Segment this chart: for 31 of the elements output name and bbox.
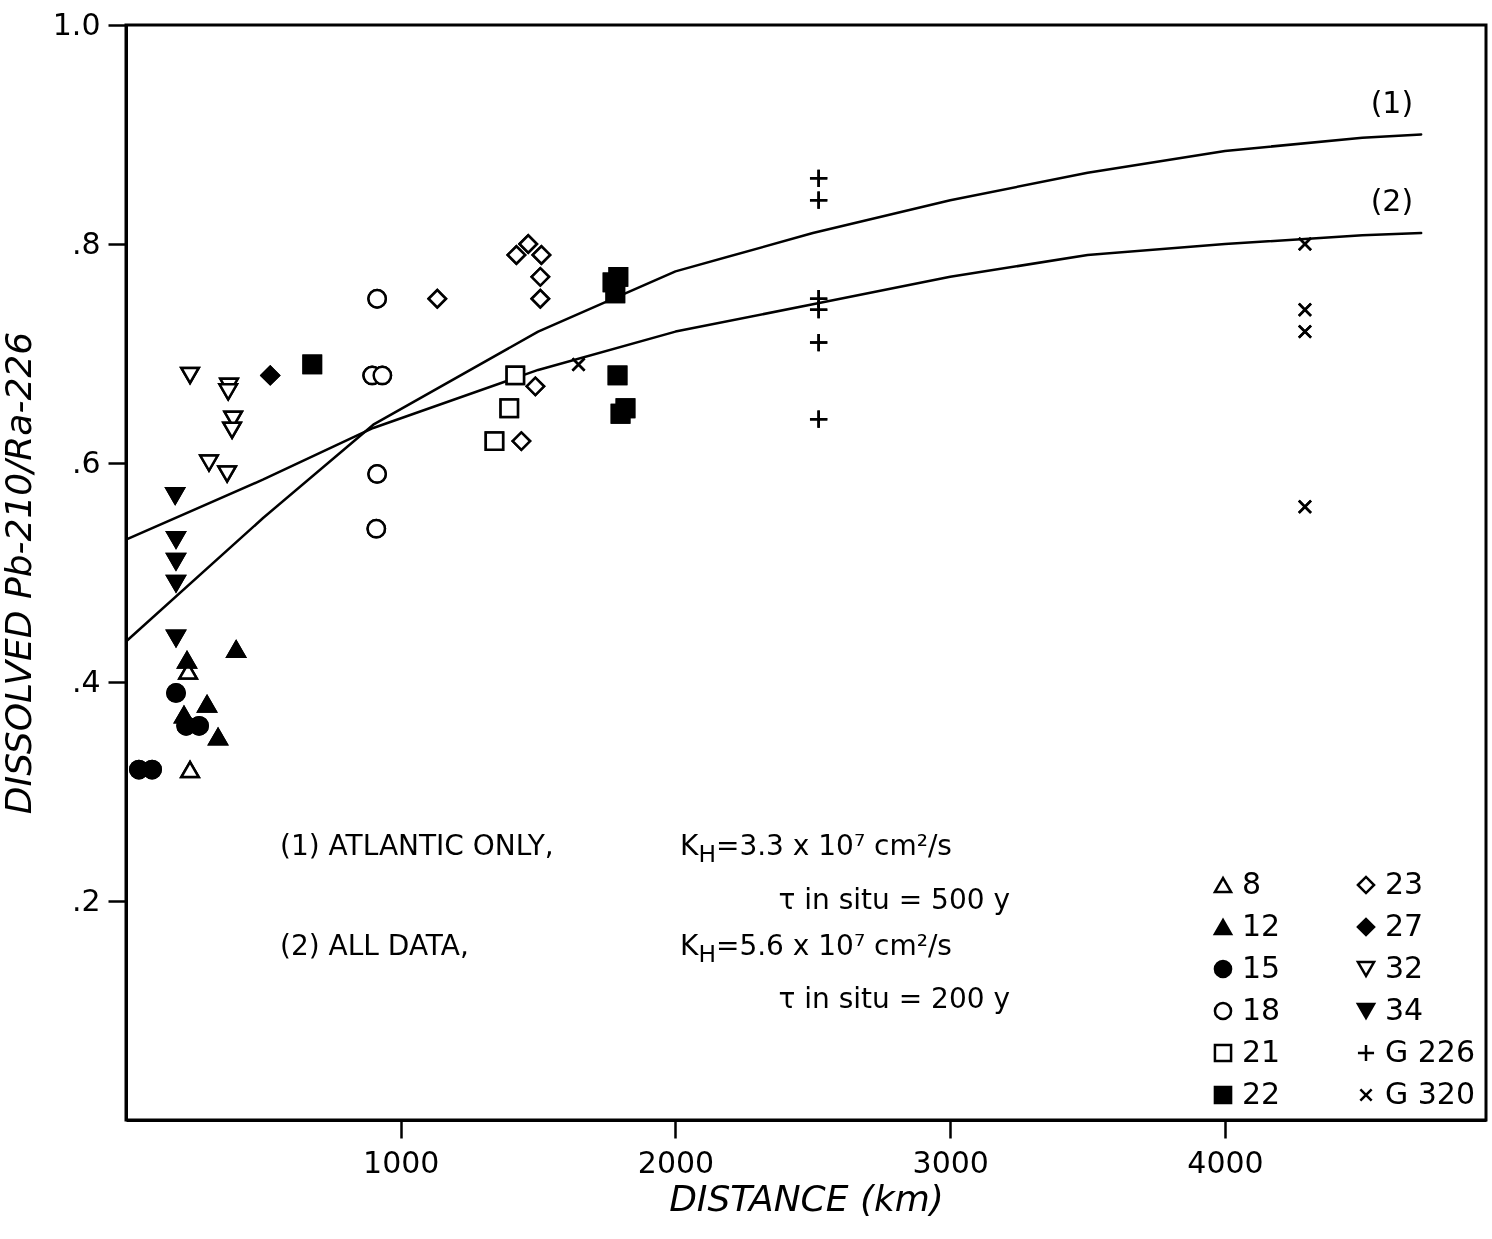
series-label: (2) [1370, 183, 1414, 219]
y-tick-label: .2 [71, 882, 101, 918]
legend-label: 21 [1242, 1034, 1281, 1069]
legend-label: 22 [1242, 1076, 1281, 1111]
series-label: (1) [1370, 84, 1414, 120]
legend-label: 8 [1242, 866, 1262, 901]
x-tick-label: 1000 [363, 1144, 440, 1180]
x-tick-label: 2000 [637, 1144, 715, 1180]
x-tick-label: 3000 [912, 1144, 989, 1180]
legend-label: 23 [1385, 866, 1424, 901]
y-tick-label: .4 [71, 663, 101, 699]
annotation: τ in situ = 500 y [777, 881, 1010, 918]
legend-label: G 226 [1385, 1034, 1476, 1069]
legend-label: 32 [1385, 950, 1424, 985]
y-tick-label: .6 [71, 444, 101, 480]
legend-label: 15 [1242, 950, 1281, 985]
annotation: (1) ATLANTIC ONLY, [280, 828, 555, 864]
annotation: τ in situ = 200 y [777, 981, 1010, 1018]
legend-label: 12 [1242, 908, 1281, 943]
y-tick-label: 1.0 [52, 6, 101, 42]
annotation: K$_{H}$=5.6 x 10⁷ cm²/s [680, 927, 953, 970]
legend-label: G 320 [1385, 1076, 1476, 1111]
x-tick-label: 4000 [1187, 1144, 1264, 1180]
annotation: K$_{H}$=3.3 x 10⁷ cm²/s [680, 828, 953, 870]
y-tick-label: .8 [71, 225, 101, 261]
legend-label: 18 [1242, 992, 1281, 1027]
x-axis-title: DISTANCE (km) [669, 1177, 944, 1219]
y-axis-title: DISSOLVED Pb-210/Ra-226 [0, 331, 39, 815]
legend-label: 27 [1385, 908, 1424, 943]
legend-label: 34 [1385, 992, 1424, 1027]
annotation: (2) ALL DATA, [280, 927, 470, 964]
